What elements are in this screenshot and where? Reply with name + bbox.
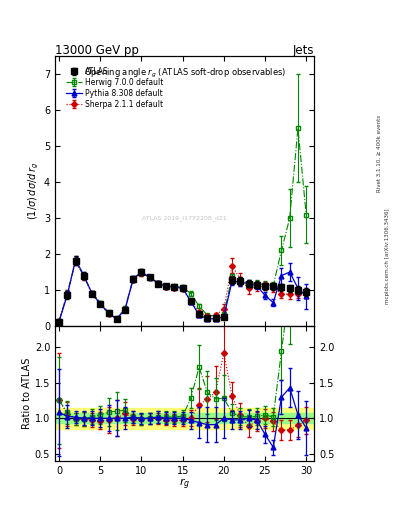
Text: ATLAS 2019_I1772208_d21: ATLAS 2019_I1772208_d21 <box>142 215 227 221</box>
Y-axis label: $(1/\sigma)\,d\sigma/d\,r_g$: $(1/\sigma)\,d\sigma/d\,r_g$ <box>27 162 41 220</box>
Bar <box>55 408 314 429</box>
Legend: ATLAS, Herwig 7.0.0 default, Pythia 8.308 default, Sherpa 2.1.1 default: ATLAS, Herwig 7.0.0 default, Pythia 8.30… <box>64 66 165 110</box>
Text: mcplots.cern.ch [arXiv:1306.3436]: mcplots.cern.ch [arXiv:1306.3436] <box>385 208 389 304</box>
Text: 13000 GeV pp: 13000 GeV pp <box>55 44 139 56</box>
Text: Rivet 3.1.10, ≥ 400k events: Rivet 3.1.10, ≥ 400k events <box>377 115 382 192</box>
X-axis label: $r_g$: $r_g$ <box>179 477 190 493</box>
Bar <box>55 413 314 423</box>
Text: Jets: Jets <box>293 44 314 56</box>
Y-axis label: Ratio to ATLAS: Ratio to ATLAS <box>22 358 32 429</box>
Text: Opening angle $r_g$ (ATLAS soft-drop observables): Opening angle $r_g$ (ATLAS soft-drop obs… <box>84 67 286 80</box>
